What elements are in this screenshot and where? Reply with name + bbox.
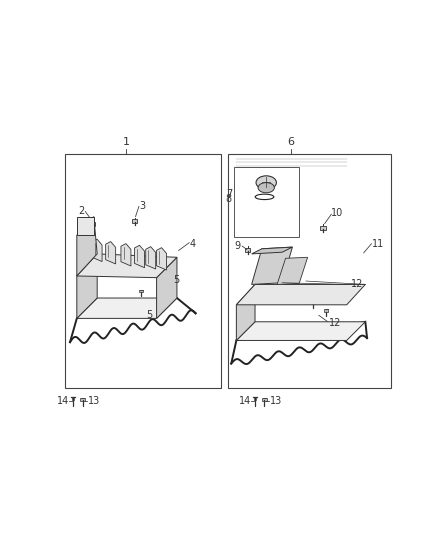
Polygon shape [146, 247, 155, 269]
FancyBboxPatch shape [245, 248, 250, 252]
Text: 14: 14 [239, 395, 251, 406]
Bar [311, 302, 315, 304]
Text: 13: 13 [88, 395, 100, 406]
Text: 11: 11 [372, 239, 385, 249]
Bar [233, 167, 299, 237]
Polygon shape [156, 257, 177, 318]
Polygon shape [237, 322, 365, 341]
Text: 6: 6 [287, 137, 294, 147]
Ellipse shape [256, 176, 276, 189]
Bar [324, 309, 328, 312]
Polygon shape [77, 254, 97, 318]
Polygon shape [92, 239, 102, 262]
Polygon shape [237, 285, 255, 341]
Polygon shape [121, 244, 131, 266]
Text: 14: 14 [57, 395, 69, 406]
Polygon shape [251, 247, 293, 254]
Polygon shape [237, 285, 365, 305]
Text: 13: 13 [270, 395, 282, 406]
Ellipse shape [255, 194, 274, 199]
Polygon shape [156, 248, 166, 270]
Text: 7: 7 [226, 189, 232, 199]
Ellipse shape [258, 183, 274, 193]
Text: 12: 12 [351, 279, 363, 289]
Text: 4: 4 [190, 239, 196, 249]
Text: 1: 1 [123, 137, 130, 147]
Text: 12: 12 [329, 318, 341, 328]
Text: 2: 2 [78, 206, 85, 216]
Bar [161, 281, 166, 284]
Text: 9: 9 [235, 241, 241, 251]
Text: 3: 3 [139, 201, 145, 212]
Bar [262, 398, 267, 401]
FancyBboxPatch shape [89, 222, 95, 226]
Bar [151, 302, 155, 304]
Bar [65, 154, 221, 388]
Polygon shape [77, 216, 94, 235]
Polygon shape [134, 245, 145, 268]
FancyBboxPatch shape [278, 217, 283, 221]
Bar [338, 286, 342, 288]
Polygon shape [277, 257, 307, 285]
Text: 10: 10 [332, 208, 344, 218]
Bar [228, 154, 391, 388]
Text: 9: 9 [276, 199, 282, 209]
FancyBboxPatch shape [320, 226, 325, 230]
Bar [80, 398, 85, 401]
Text: 5: 5 [173, 275, 179, 285]
Polygon shape [77, 216, 97, 276]
Polygon shape [77, 254, 177, 278]
Text: 8: 8 [226, 193, 232, 204]
Polygon shape [106, 241, 116, 264]
Text: 5: 5 [146, 310, 152, 320]
Polygon shape [251, 247, 293, 285]
Polygon shape [77, 298, 177, 318]
Bar [254, 398, 256, 400]
FancyBboxPatch shape [132, 219, 137, 223]
Bar [139, 289, 143, 292]
Bar [71, 398, 74, 400]
